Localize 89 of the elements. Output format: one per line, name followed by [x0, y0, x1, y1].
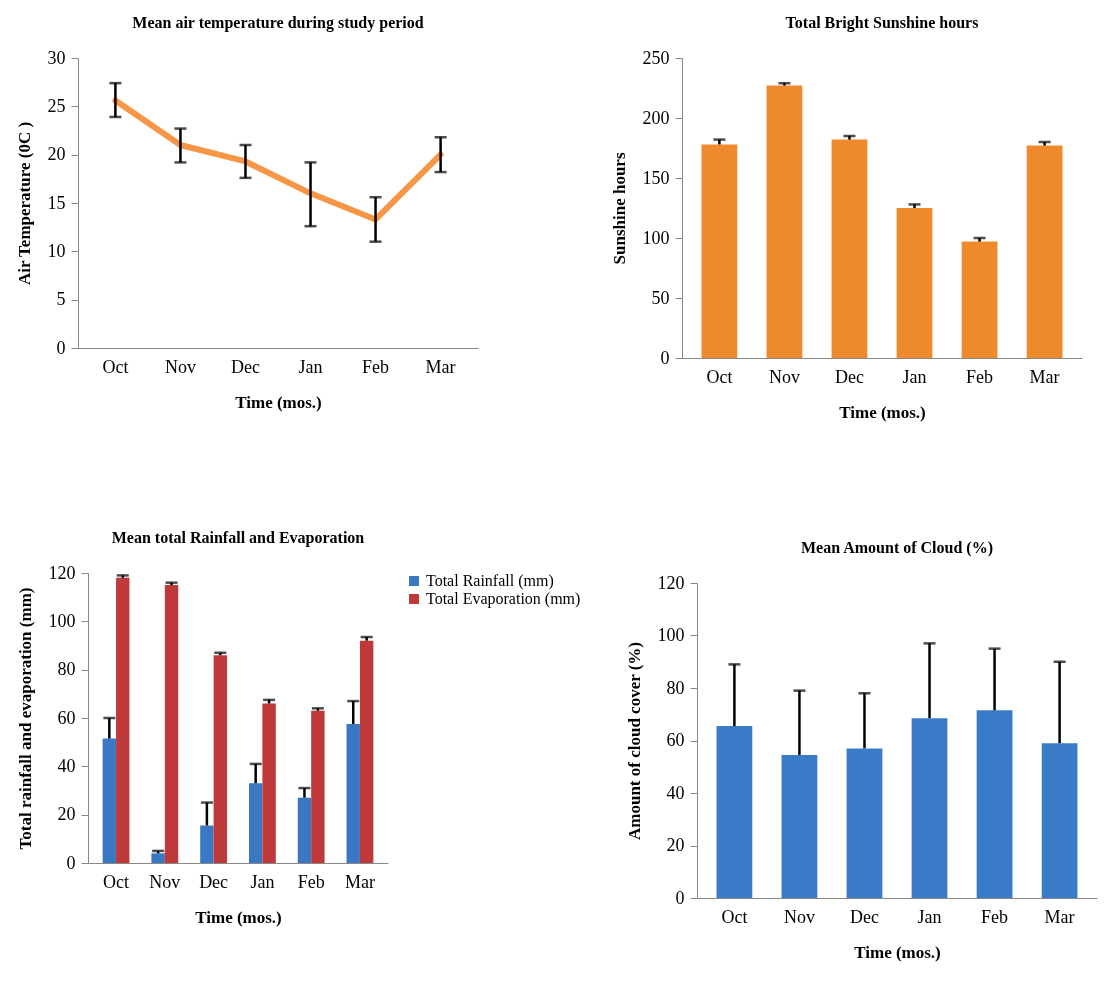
- bar: [911, 718, 948, 898]
- x-tick-label: Dec: [230, 356, 260, 377]
- bar: [151, 853, 165, 863]
- bar: [297, 797, 312, 863]
- y-axis-title: Total rainfall and evaporation (mm): [15, 587, 35, 850]
- chart-title: Total Bright Sunshine hours: [785, 14, 979, 32]
- bar: [262, 703, 276, 863]
- x-tick-label: Oct: [721, 906, 748, 927]
- x-tick-label: Oct: [102, 356, 129, 377]
- chart-title: Mean air temperature during study period: [132, 14, 424, 32]
- x-tick-label: Feb: [297, 871, 325, 892]
- y-tick-label: 0: [66, 852, 76, 873]
- y-tick-label: 10: [47, 240, 66, 261]
- y-tick-label: 50: [651, 287, 670, 308]
- y-tick-label: 0: [675, 887, 685, 908]
- chart-title: Mean total Rainfall and Evaporation: [111, 529, 365, 547]
- y-tick-label: 60: [666, 730, 685, 750]
- y-tick-label: 120: [48, 562, 76, 583]
- y-tick-label: 150: [642, 167, 670, 188]
- y-tick-label: 60: [57, 707, 76, 728]
- y-tick-label: 100: [48, 610, 76, 631]
- bar: [346, 724, 360, 863]
- x-tick-label: Jan: [250, 871, 275, 892]
- x-tick-label: Mar: [1029, 366, 1060, 387]
- bar: [359, 640, 374, 863]
- x-tick-label: Feb: [981, 906, 1009, 927]
- y-axis-title: Air Temperature (0C ): [14, 121, 34, 286]
- bar: [896, 208, 933, 358]
- x-tick-label: Mar: [344, 871, 375, 892]
- chart-title: Mean Amount of Cloud (%): [800, 539, 994, 557]
- x-axis-title: Time (mos.): [839, 402, 926, 422]
- bar: [164, 585, 179, 863]
- legend-label: Total Evaporation (mm): [426, 590, 581, 608]
- y-tick-label: 40: [57, 755, 76, 776]
- x-axis-title: Time (mos.): [195, 907, 282, 927]
- y-tick-label: 30: [47, 47, 66, 68]
- bar: [831, 139, 868, 358]
- x-tick-label: Feb: [362, 356, 390, 377]
- x-tick-label: Oct: [103, 871, 130, 892]
- legend-label: Total Rainfall (mm): [426, 572, 554, 590]
- y-tick-label: 200: [642, 107, 670, 128]
- y-tick-label: 80: [57, 659, 76, 680]
- y-tick-label: 80: [666, 677, 685, 698]
- bar: [846, 748, 883, 898]
- y-axis-title: Amount of cloud cover (%): [624, 642, 644, 840]
- x-tick-label: Jan: [917, 906, 942, 927]
- x-tick-label: Nov: [149, 871, 181, 892]
- x-tick-label: Jan: [902, 366, 927, 387]
- y-tick-label: 20: [666, 835, 685, 855]
- x-tick-label: Dec: [834, 366, 864, 387]
- x-tick-label: Nov: [164, 356, 196, 377]
- bar: [976, 710, 1013, 898]
- y-tick-label: 120: [657, 572, 685, 593]
- bar: [961, 241, 998, 358]
- bar: [716, 726, 753, 898]
- y-tick-label: 100: [642, 227, 670, 248]
- bar: [1026, 145, 1063, 358]
- x-tick-label: Dec: [849, 906, 879, 927]
- y-tick-label: 0: [660, 347, 670, 368]
- bar: [200, 825, 214, 863]
- bar: [116, 577, 130, 863]
- bar: [102, 738, 117, 863]
- x-tick-label: Mar: [1044, 906, 1075, 927]
- y-tick-label: 20: [47, 144, 66, 165]
- y-tick-label: 20: [57, 804, 76, 825]
- bar: [248, 783, 263, 863]
- bar: [781, 754, 818, 898]
- y-tick-label: 250: [642, 47, 670, 68]
- y-tick-label: 40: [666, 782, 685, 803]
- x-tick-label: Nov: [768, 366, 800, 387]
- bar: [766, 85, 803, 358]
- x-tick-label: Mar: [425, 356, 456, 377]
- y-tick-label: 15: [47, 192, 66, 213]
- bar: [213, 655, 228, 863]
- x-tick-label: Jan: [298, 356, 323, 377]
- x-axis-title: Time (mos.): [235, 392, 322, 412]
- y-tick-label: 100: [657, 625, 685, 645]
- bar: [1041, 743, 1078, 898]
- bar: [701, 144, 738, 358]
- y-tick-label: 5: [56, 289, 66, 310]
- y-tick-label: 25: [47, 95, 66, 116]
- bar: [311, 710, 325, 863]
- y-tick-label: 0: [56, 337, 66, 358]
- y-axis-title: Sunshine hours: [609, 152, 629, 265]
- x-tick-label: Dec: [199, 871, 229, 892]
- x-tick-label: Nov: [783, 906, 815, 927]
- x-tick-label: Oct: [706, 366, 733, 387]
- x-axis-title: Time (mos.): [854, 942, 941, 962]
- x-tick-label: Feb: [966, 366, 994, 387]
